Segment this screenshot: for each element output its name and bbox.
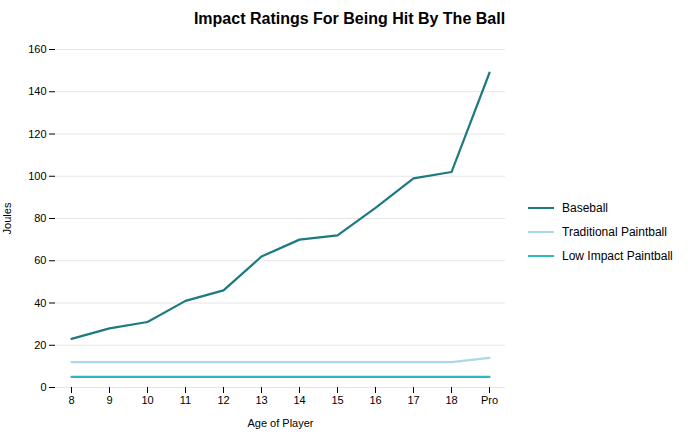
svg-text:11: 11 (180, 394, 191, 406)
svg-text:80: 80 (34, 212, 46, 224)
svg-text:20: 20 (34, 339, 46, 351)
svg-text:10: 10 (141, 394, 153, 406)
svg-text:140: 140 (28, 85, 46, 97)
svg-text:40: 40 (34, 297, 46, 309)
html-text:Traditional Paintball: Traditional Paintball (562, 224, 667, 239)
svg-text:Pro: Pro (481, 394, 498, 406)
html-text:Low Impact Paintball: Low Impact Paintball (562, 248, 673, 263)
svg-text:16: 16 (369, 394, 381, 406)
html-text:Baseball: Baseball (562, 200, 608, 215)
svg-text:13: 13 (255, 394, 267, 406)
svg-text:160: 160 (28, 43, 46, 55)
svg-text:9: 9 (106, 394, 112, 406)
svg-text:120: 120 (28, 128, 46, 140)
svg-text:12: 12 (217, 394, 229, 406)
svg-text:8: 8 (68, 394, 74, 406)
svg-text:14: 14 (293, 394, 305, 406)
svg-text:Joules: Joules (1, 202, 13, 234)
svg-text:17: 17 (407, 394, 419, 406)
svg-text:18: 18 (445, 394, 457, 406)
svg-text:60: 60 (34, 254, 46, 266)
html-text:Impact Ratings For Being Hit B: Impact Ratings For Being Hit By The Ball (193, 10, 506, 27)
svg-text:Age of Player: Age of Player (247, 417, 313, 429)
svg-text:100: 100 (28, 170, 46, 182)
svg-text:0: 0 (40, 381, 46, 393)
svg-text:15: 15 (331, 394, 343, 406)
